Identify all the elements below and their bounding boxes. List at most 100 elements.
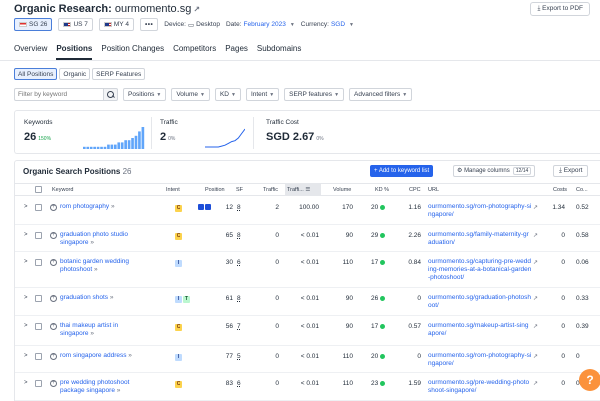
keyword-link[interactable]: thai makeup artist in singapore » <box>60 322 119 337</box>
serp-features-filter[interactable]: SERP features ▼ <box>284 88 345 101</box>
volume-filter[interactable]: Volume ▼ <box>171 88 210 101</box>
cpc-value: 1.16 <box>408 204 421 211</box>
row-checkbox[interactable] <box>35 232 42 239</box>
external-link-icon[interactable]: ↗ <box>533 260 539 266</box>
external-link-icon[interactable]: ↗ <box>533 296 539 302</box>
external-link-icon[interactable]: ↗ <box>533 381 539 387</box>
tab-overview[interactable]: Overview <box>14 44 48 53</box>
table-row[interactable]: > + rom photography » C 12 8 2 100.00 170 20 1.16 o… <box>15 197 600 225</box>
currency-selector[interactable]: Currency: SGD ▼ <box>300 21 354 28</box>
col-intent[interactable]: Intent <box>166 187 180 193</box>
subtab-serp-features[interactable]: SERP Features <box>92 68 146 80</box>
row-checkbox[interactable] <box>35 295 42 302</box>
url-link[interactable]: ourmomento.sg/family-maternity-graduatio… <box>428 231 529 246</box>
url-link[interactable]: ourmomento.sg/graduation-photoshoot/ <box>428 294 531 309</box>
col-com[interactable]: Co... <box>576 187 588 193</box>
kd-filter[interactable]: KD ▼ <box>214 88 241 101</box>
device-selector[interactable]: Device: ▭ Desktop <box>164 21 220 29</box>
keyword-filter-input[interactable] <box>14 88 104 101</box>
sf-value[interactable]: 5 <box>237 353 241 360</box>
col-traffic[interactable]: Traffic <box>263 187 278 193</box>
add-keyword-icon[interactable]: + <box>50 259 57 266</box>
search-icon[interactable] <box>104 88 118 101</box>
add-to-keyword-list-button[interactable]: + Add to keyword list <box>370 165 434 177</box>
table-row[interactable]: > + pre wedding photoshoot package singapo… <box>15 373 600 401</box>
col-sf[interactable]: SF <box>236 187 244 193</box>
col-keyword[interactable]: Keyword <box>52 187 74 193</box>
col-position[interactable]: Position <box>205 187 225 193</box>
add-keyword-icon[interactable]: + <box>50 380 57 387</box>
keyword-link[interactable]: pre wedding photoshoot package singapore… <box>60 379 130 394</box>
advanced-filters[interactable]: Advanced filters ▼ <box>349 88 413 101</box>
expand-row-icon[interactable]: > <box>24 232 28 238</box>
col-kd[interactable]: KD % <box>375 187 390 193</box>
url-link[interactable]: ourmomento.sg/rom-photography-singapore/ <box>428 203 532 218</box>
add-keyword-icon[interactable]: + <box>50 353 57 360</box>
row-checkbox[interactable] <box>35 380 42 387</box>
add-keyword-icon[interactable]: + <box>50 323 57 330</box>
more-databases-button[interactable]: ••• <box>139 18 159 31</box>
database-my-button[interactable]: MY 4 <box>98 18 134 31</box>
expand-row-icon[interactable]: > <box>24 204 28 210</box>
intent-filter[interactable]: Intent ▼ <box>245 88 280 101</box>
table-row[interactable]: > + graduation shots » I T 61 8 0 < 0.01 90 26 0 our… <box>15 288 600 316</box>
database-us-button[interactable]: US 7 <box>58 18 93 31</box>
positions-filter[interactable]: Positions ▼ <box>123 88 167 101</box>
date-selector[interactable]: Date: February 2023 ▼ <box>225 21 295 28</box>
tab-pages[interactable]: Pages <box>225 44 248 53</box>
sf-value[interactable]: 8 <box>237 295 241 302</box>
table-row[interactable]: > + rom singapore address » I 77 5 0 < 0.01 110 2… <box>15 346 600 373</box>
expand-row-icon[interactable]: > <box>24 323 28 329</box>
subtab-organic[interactable]: Organic <box>59 68 91 80</box>
external-link-icon[interactable]: ↗ <box>533 205 539 211</box>
col-cpc[interactable]: CPC <box>409 187 421 193</box>
add-keyword-icon[interactable]: + <box>50 295 57 302</box>
sf-value[interactable]: 6 <box>237 380 241 387</box>
table-row[interactable]: > + thai makeup artist in singapore » C 56 7 0… <box>15 316 600 346</box>
col-volume[interactable]: Volume <box>333 187 352 193</box>
export-button[interactable]: ⤓ Export <box>553 165 589 177</box>
expand-row-icon[interactable]: > <box>24 259 28 265</box>
database-sg-button[interactable]: SG 26 <box>14 18 53 31</box>
table-row[interactable]: > + graduation photo studio singapore » C 65… <box>15 225 600 252</box>
select-all-checkbox[interactable] <box>35 186 42 193</box>
tab-competitors[interactable]: Competitors <box>173 44 217 53</box>
tab-positions[interactable]: Positions <box>56 44 93 60</box>
row-checkbox[interactable] <box>35 353 42 360</box>
url-link[interactable]: ourmomento.sg/pre-wedding-photoshoot-sin… <box>428 379 530 394</box>
row-checkbox[interactable] <box>35 204 42 211</box>
col-url[interactable]: URL <box>428 187 440 193</box>
url-link[interactable]: ourmomento.sg/capturing-pre-wedding-memo… <box>428 258 532 281</box>
tab-position-changes[interactable]: Position Changes <box>101 44 165 53</box>
external-link-icon[interactable]: ↗ <box>193 5 201 14</box>
col-costs[interactable]: Costs <box>553 187 568 193</box>
external-link-icon[interactable]: ↗ <box>533 324 539 330</box>
col-traffic-percent[interactable]: Traffi... ☰ <box>285 184 321 195</box>
subtab-all-positions[interactable]: All Positions <box>14 68 58 80</box>
keyword-link[interactable]: graduation shots » <box>60 294 114 301</box>
external-link-icon[interactable]: ↗ <box>533 233 539 239</box>
expand-row-icon[interactable]: > <box>24 353 28 359</box>
url-link[interactable]: ourmomento.sg/rom-photography-singapore/ <box>428 352 532 367</box>
keyword-link[interactable]: rom singapore address » <box>60 352 132 359</box>
row-checkbox[interactable] <box>35 259 42 266</box>
sf-value[interactable]: 8 <box>237 204 241 211</box>
keyword-link[interactable]: rom photography » <box>60 203 115 210</box>
manage-columns-button[interactable]: ⚙ Manage columns 12/14 <box>453 165 536 177</box>
url-link[interactable]: ourmomento.sg/makeup-artist-singapore/ <box>428 322 529 337</box>
tab-subdomains[interactable]: Subdomains <box>256 44 302 53</box>
expand-row-icon[interactable]: > <box>24 380 28 386</box>
row-checkbox[interactable] <box>35 323 42 330</box>
sf-value[interactable]: 7 <box>237 323 241 330</box>
external-link-icon[interactable]: ↗ <box>533 354 539 360</box>
expand-row-icon[interactable]: > <box>24 295 28 301</box>
add-keyword-icon[interactable]: + <box>50 232 57 239</box>
table-row[interactable]: > + botanic garden wedding photoshoot » I 30… <box>15 252 600 288</box>
add-keyword-icon[interactable]: + <box>50 204 57 211</box>
help-button[interactable]: ? <box>579 369 600 391</box>
sf-value[interactable]: 6 <box>237 259 241 266</box>
export-to-pdf-button[interactable]: ⤓ Export to PDF <box>530 2 590 16</box>
keyword-link[interactable]: graduation photo studio singapore » <box>60 231 128 246</box>
keyword-link[interactable]: botanic garden wedding photoshoot » <box>60 258 130 273</box>
sf-value[interactable]: 8 <box>237 232 241 239</box>
